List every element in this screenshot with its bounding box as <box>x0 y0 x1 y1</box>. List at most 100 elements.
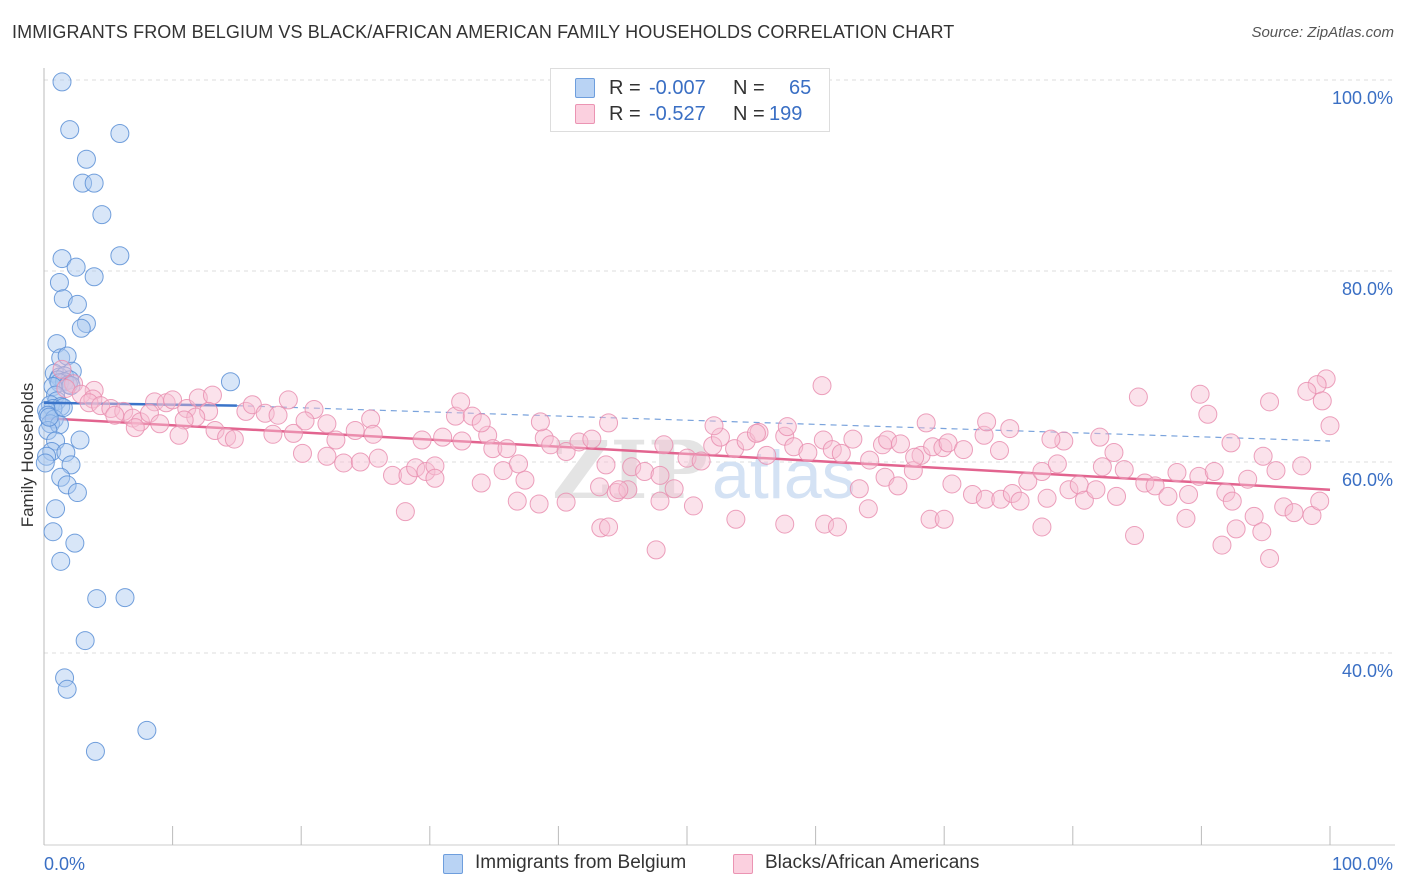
point-black-african-american <box>556 492 576 512</box>
point-immigrants-belgium <box>52 249 72 269</box>
point-immigrants-belgium <box>84 173 104 193</box>
point-black-african-american <box>757 445 777 465</box>
point-black-african-american <box>1059 480 1079 500</box>
point-black-african-american <box>507 491 527 511</box>
point-black-african-american <box>483 439 503 459</box>
point-immigrants-belgium <box>85 741 105 761</box>
point-black-african-american <box>186 407 206 427</box>
point-black-african-american <box>345 420 365 440</box>
y-tick-label: 100.0% <box>1332 88 1393 108</box>
point-black-african-american <box>268 405 288 425</box>
series-legend-label: Immigrants from Belgium <box>475 852 687 873</box>
point-black-african-american <box>650 491 670 511</box>
point-black-african-american <box>962 484 982 504</box>
point-black-african-american <box>163 390 183 410</box>
point-immigrants-belgium <box>73 173 93 193</box>
point-black-african-american <box>1244 506 1264 526</box>
point-black-african-american <box>451 392 471 412</box>
point-black-african-american <box>934 509 954 529</box>
point-immigrants-belgium <box>47 334 67 354</box>
point-black-african-american <box>1002 484 1022 504</box>
chart-title: IMMIGRANTS FROM BELGIUM VS BLACK/AFRICAN… <box>12 22 955 42</box>
point-black-african-american <box>202 385 222 405</box>
point-black-african-american <box>991 489 1011 509</box>
point-immigrants-belgium <box>115 588 135 608</box>
point-black-african-american <box>726 509 746 529</box>
point-immigrants-belgium <box>65 533 85 553</box>
point-immigrants-belgium <box>53 289 73 309</box>
point-black-african-american <box>596 455 616 475</box>
legend-row-blue: R = -0.007 N = 65 <box>551 74 829 100</box>
point-black-african-american <box>1010 491 1030 511</box>
point-immigrants-belgium <box>84 267 104 287</box>
point-black-african-american <box>395 502 415 522</box>
legend-r-label: R = <box>609 103 641 125</box>
point-black-african-american <box>890 434 910 454</box>
point-black-african-american <box>905 447 925 467</box>
point-black-african-american <box>283 423 303 443</box>
point-immigrants-belgium <box>87 589 107 609</box>
point-black-african-american <box>827 517 847 537</box>
point-immigrants-belgium <box>56 442 76 462</box>
point-black-african-american <box>530 412 550 432</box>
point-black-african-american <box>368 448 388 468</box>
point-black-african-american <box>350 452 370 472</box>
point-black-african-american <box>775 514 795 534</box>
point-black-african-american <box>1312 391 1332 411</box>
point-black-african-american <box>1274 497 1294 517</box>
point-black-african-american <box>858 499 878 519</box>
legend-r-value: -0.527 <box>649 103 706 125</box>
point-black-african-american <box>139 403 159 423</box>
point-black-african-american <box>683 496 703 516</box>
point-black-african-american <box>1190 384 1210 404</box>
point-black-african-american <box>471 473 491 493</box>
point-black-african-american <box>989 441 1009 461</box>
point-black-african-american <box>1086 480 1106 500</box>
point-black-african-american <box>1320 416 1340 436</box>
legend-r-label: R = <box>609 77 641 99</box>
series-legend-label: Blacks/African Americans <box>765 852 980 873</box>
point-black-african-american <box>471 413 491 433</box>
point-black-african-american <box>1145 476 1165 496</box>
point-immigrants-belgium <box>92 205 112 225</box>
correlation-legend: R = -0.007 N = 65 R = -0.527 N = 199 <box>550 68 830 132</box>
point-black-african-american <box>1310 491 1330 511</box>
point-black-african-american <box>317 414 337 434</box>
series-pink-points <box>52 359 1340 568</box>
point-black-african-american <box>1176 508 1196 528</box>
point-black-african-american <box>361 409 381 429</box>
y-tick-label: 80.0% <box>1342 279 1393 299</box>
point-black-african-american <box>188 388 208 408</box>
point-black-african-american <box>1260 548 1280 568</box>
point-black-african-american <box>677 448 697 468</box>
point-black-african-american <box>326 430 346 450</box>
watermark-atlas: atlas <box>712 437 856 513</box>
point-black-african-american <box>1292 456 1312 476</box>
point-black-african-american <box>591 518 611 538</box>
point-black-african-american <box>1221 433 1241 453</box>
legend-r-value: -0.007 <box>649 77 706 99</box>
point-black-african-american <box>1212 535 1232 555</box>
point-black-african-american <box>1198 404 1218 424</box>
point-black-african-american <box>888 476 908 496</box>
point-black-african-american <box>1284 503 1304 523</box>
point-black-african-american <box>1179 484 1199 504</box>
point-immigrants-belgium <box>75 631 95 651</box>
legend-n-label: N = <box>733 103 765 125</box>
point-black-african-american <box>1253 446 1273 466</box>
point-black-african-american <box>1125 526 1145 546</box>
point-immigrants-belgium <box>57 475 77 495</box>
point-black-african-american <box>398 465 418 485</box>
point-black-african-american <box>843 429 863 449</box>
point-immigrants-belgium <box>61 455 81 475</box>
point-black-african-american <box>590 477 610 497</box>
point-black-african-american <box>224 429 244 449</box>
legend-n-value: 65 <box>789 77 812 99</box>
point-black-african-american <box>433 427 453 447</box>
point-immigrants-belgium <box>43 522 63 542</box>
point-black-african-american <box>725 439 745 459</box>
point-black-african-american <box>1041 429 1061 449</box>
point-black-african-american <box>105 405 125 425</box>
point-immigrants-belgium <box>51 551 71 571</box>
